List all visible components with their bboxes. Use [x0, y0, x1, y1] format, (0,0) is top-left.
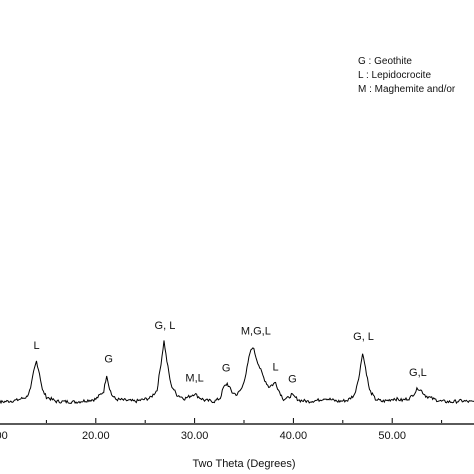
x-tick-label: 30.00 [181, 430, 209, 442]
plot-frame [0, 423, 474, 425]
x-tick-label: 40.00 [280, 430, 308, 442]
x-tick-label: 20.00 [82, 430, 110, 442]
legend-entry-maghemite: M : Maghemite and/or [358, 84, 456, 95]
peak-label: G [104, 354, 113, 366]
peak-label: M,L [185, 373, 203, 385]
peak-label: G [222, 362, 231, 374]
series-layer [0, 340, 474, 405]
x-axis-title: Two Theta (Degrees) [192, 458, 295, 470]
legend-entry-geothite: G : Geothite [358, 56, 412, 67]
peak-label: M,G,L [241, 326, 271, 338]
peak-label: G, L [353, 331, 374, 343]
legend-entry-lepidocrocite: L : Lepidocrocite [358, 70, 431, 81]
peak-label: L [33, 340, 39, 352]
x-tick-label: 50.00 [378, 430, 406, 442]
x-tick-label: 0.00 [0, 430, 8, 442]
peak-label: G [288, 374, 297, 386]
peak-label: G, L [155, 320, 176, 332]
series-line [0, 340, 474, 405]
peak-label: G,L [409, 367, 427, 379]
peak-label: L [273, 361, 279, 373]
x-ticks: 0.00 20.00 30.00 40.00 50.00 [0, 418, 443, 442]
